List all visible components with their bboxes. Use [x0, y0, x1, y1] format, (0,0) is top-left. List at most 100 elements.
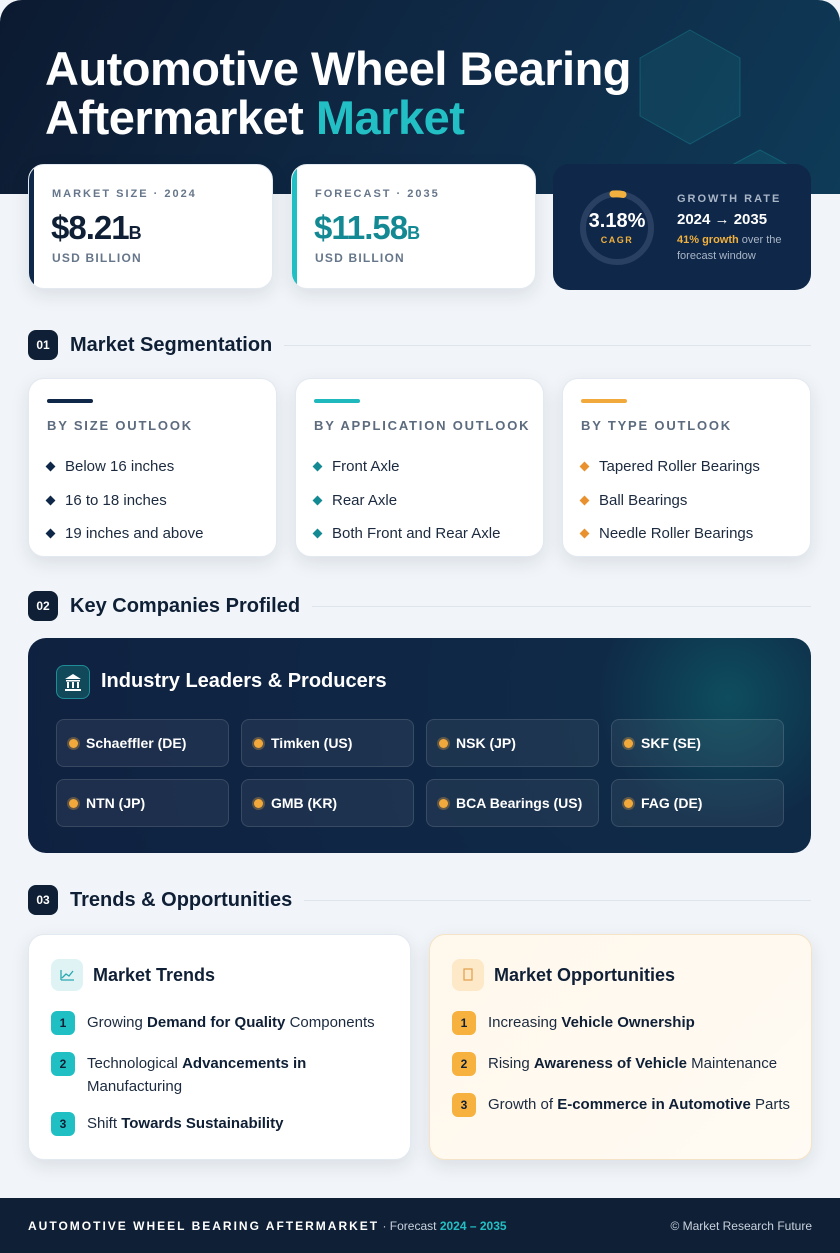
companies-panel: Industry Leaders & Producers Schaeffler …: [28, 638, 811, 853]
item-text: Front Axle: [332, 458, 400, 476]
item-text: Growth of E-commerce in Automotive Parts: [488, 1093, 790, 1117]
text-bold: Towards Sustainability: [121, 1115, 284, 1132]
trend-item: 1 Growing Demand for Quality Components: [51, 1011, 391, 1035]
stat-caption: USD BILLION: [52, 251, 142, 265]
dot: [254, 798, 263, 808]
item-text: Increasing Vehicle Ownership: [488, 1011, 695, 1035]
value: $8.21: [51, 209, 130, 246]
item-text: Growing Demand for Quality Components: [87, 1011, 375, 1035]
chart-icon: [60, 970, 74, 981]
stat-value: $8.21B: [51, 209, 142, 247]
segment-item: Front Axle: [312, 450, 500, 484]
section-number: 02: [28, 591, 58, 621]
section-header: 03 Trends & Opportunities: [28, 885, 811, 915]
text-plain: Growing: [87, 1014, 143, 1031]
card-accent: [314, 399, 360, 403]
header-decoration: [639, 29, 791, 194]
company-name: NTN (JP): [86, 795, 146, 811]
segment-item: Ball Bearings: [579, 484, 760, 518]
section-rule: [284, 344, 811, 346]
bullet: [312, 528, 323, 539]
section-rule: [312, 605, 811, 607]
text-bold: E-commerce in Automotive: [557, 1096, 751, 1113]
bank-icon: [65, 674, 81, 691]
trend-item: 2 Rising Awareness of Vehicle Maintenance: [452, 1052, 792, 1076]
segment-item: Both Front and Rear Axle: [312, 517, 501, 551]
trend-item: 3 Growth of E-commerce in Automotive Part…: [452, 1093, 792, 1117]
item-number: 2: [452, 1052, 476, 1076]
section-rule: [304, 899, 811, 901]
company-pill: NSK (JP): [426, 719, 599, 767]
growth-card: 3.18% CAGR GROWTH RATE 2024 → 2035 41% g…: [553, 164, 811, 290]
section-title: Market Segmentation: [70, 333, 273, 356]
text-plain: Growth of: [488, 1096, 554, 1113]
company-pill: Timken (US): [241, 719, 414, 767]
panel-icon: [56, 665, 90, 699]
trend-item: 2 Technological Advancements in Manufactu…: [51, 1052, 391, 1098]
segment-title: BY APPLICATION OUTLOOK: [314, 418, 531, 433]
footer-period: 2024 – 2035: [439, 1218, 507, 1233]
item-text: 16 to 18 inches: [65, 491, 167, 509]
item-text: Rear Axle: [332, 491, 398, 509]
stat-card: FORECAST · 2035 $11.58B USD BILLION: [291, 164, 536, 289]
item-number: 2: [51, 1052, 75, 1076]
stat-caption: USD BILLION: [315, 251, 405, 265]
stat-value: $11.58B: [314, 209, 420, 247]
segment-card: BY SIZE OUTLOOK Below 16 inches 16 to 18 i…: [28, 378, 277, 557]
stat-card: MARKET SIZE · 2024 $8.21B USD BILLION: [28, 164, 273, 289]
card-accent: [292, 165, 297, 288]
segment-title: BY TYPE OUTLOOK: [581, 418, 732, 433]
bullet: [45, 495, 56, 506]
section-number: 01: [28, 330, 58, 360]
dot: [69, 798, 78, 808]
box-icon: [463, 968, 473, 981]
bullet: [579, 528, 590, 539]
bullet: [579, 461, 590, 472]
text-plain: Parts: [755, 1096, 791, 1113]
company-pill: GMB (KR): [241, 779, 414, 827]
segment-list: Below 16 inches 16 to 18 inches 19 inches …: [45, 450, 203, 551]
item-text: Technological Advancements in Manufactur…: [87, 1052, 391, 1098]
text-bold: Awareness of Vehicle: [533, 1055, 687, 1072]
company-name: Timken (US): [271, 735, 353, 751]
trend-item: 3 Shift Towards Sustainability: [51, 1112, 391, 1136]
segment-card: BY APPLICATION OUTLOOK Front Axle Rear Axl…: [295, 378, 544, 557]
company-pill: NTN (JP): [56, 779, 229, 827]
company-name: GMB (KR): [271, 795, 338, 811]
company-name: BCA Bearings (US): [456, 795, 583, 811]
company-name: FAG (DE): [641, 795, 703, 811]
item-number: 1: [452, 1011, 476, 1035]
dot: [624, 798, 633, 808]
bullet: [45, 461, 56, 472]
item-text: Tapered Roller Bearings: [599, 458, 760, 476]
growth-period: 2024 → 2035: [677, 211, 768, 228]
company-pill: SKF (SE): [611, 719, 784, 767]
company-pill: FAG (DE): [611, 779, 784, 827]
section-number: 03: [28, 885, 58, 915]
item-text: Ball Bearings: [599, 491, 688, 509]
text-bold: Vehicle Ownership: [561, 1014, 695, 1031]
section-title: Key Companies Profiled: [70, 594, 301, 617]
title-main: Automotive Wheel Bearing Aftermarket: [45, 42, 632, 144]
footer-title: AUTOMOTIVE WHEEL BEARING AFTERMARKET: [28, 1218, 380, 1233]
item-text: Rising Awareness of Vehicle Maintenance: [488, 1052, 777, 1076]
text-plain: Shift: [87, 1115, 118, 1132]
bullet: [579, 495, 590, 506]
cagr-ring: [580, 190, 654, 265]
unit: B: [128, 223, 142, 243]
unit: B: [407, 223, 421, 243]
segment-list: Tapered Roller Bearings Ball Bearings Need…: [579, 450, 760, 551]
bullet: [312, 495, 323, 506]
segment-item: 16 to 18 inches: [45, 484, 203, 518]
footer-credit: © Market Research Future: [670, 1218, 812, 1233]
footer: AUTOMOTIVE WHEEL BEARING AFTERMARKET · F…: [0, 1198, 840, 1253]
text-bold: Demand for Quality: [147, 1014, 286, 1031]
bullet: [312, 461, 323, 472]
panel-title: Industry Leaders & Producers: [101, 670, 387, 692]
text-plain: Maintenance: [691, 1055, 778, 1072]
item-text: Both Front and Rear Axle: [332, 525, 501, 543]
segment-title: BY SIZE OUTLOOK: [47, 418, 193, 433]
card-title: Market Opportunities: [494, 965, 676, 985]
segment-item: Below 16 inches: [45, 450, 203, 484]
